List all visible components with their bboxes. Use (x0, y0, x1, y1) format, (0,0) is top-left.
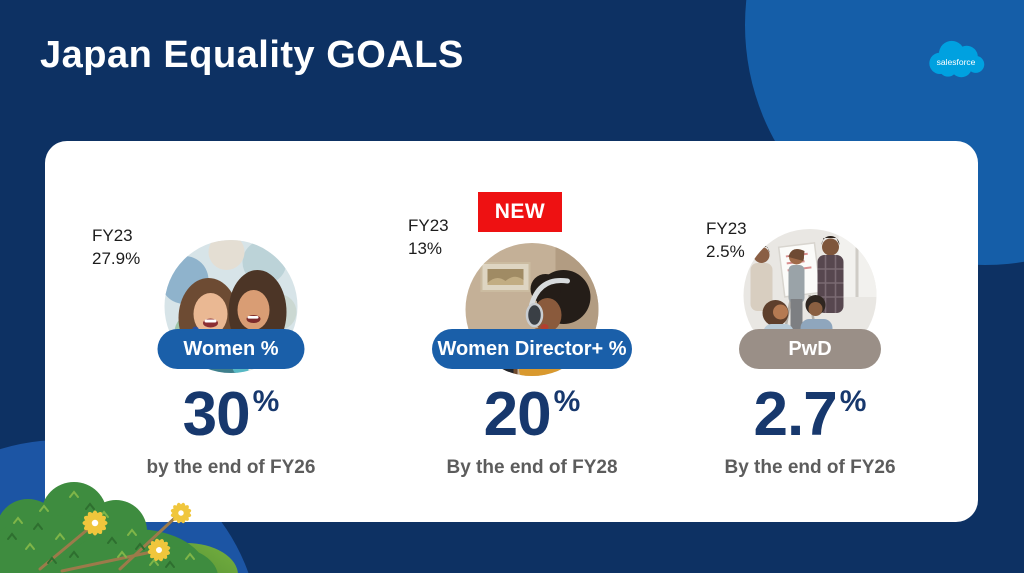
target-unit: % (252, 385, 280, 418)
target-caption: By the end of FY26 (724, 457, 896, 478)
target-number: 2.7 (753, 380, 838, 449)
women-director-pill: Women Director+ % (432, 329, 632, 369)
goal-column-pwd: FY23 2.5% (660, 141, 960, 522)
women-percent-pill: Women % (157, 329, 305, 369)
new-badge-label: NEW (494, 200, 546, 223)
target-unit: % (553, 385, 581, 418)
fy23-label: FY23 (92, 226, 133, 245)
target-number: 20 (483, 380, 552, 449)
salesforce-cloud-icon: salesforce (929, 40, 985, 78)
target-value: 20% (382, 379, 682, 450)
target-caption: By the end of FY28 (446, 457, 618, 478)
goal-column-women-director: NEW FY23 13% (382, 141, 682, 522)
pill-label: Women % (183, 337, 279, 360)
fy23-baseline-label: FY23 13% (408, 215, 449, 261)
page-title: Japan Equality GOALS (40, 34, 464, 76)
fy23-baseline-label: FY23 2.5% (706, 218, 747, 264)
pill-label: Women Director+ % (437, 337, 627, 360)
fy23-value: 13% (408, 238, 443, 258)
target-number: 30 (182, 380, 251, 449)
pill-label: PwD (788, 337, 832, 360)
fy23-baseline-label: FY23 27.9% (92, 225, 140, 271)
new-badge: NEW (478, 192, 562, 232)
pwd-pill: PwD (739, 329, 881, 369)
target-caption: by the end of FY26 (146, 457, 316, 478)
fy23-label: FY23 (408, 216, 449, 235)
fy23-value: 2.5% (706, 241, 745, 261)
target-value: 2.7% (660, 379, 960, 450)
goals-card: FY23 27.9% (45, 141, 978, 522)
fy23-label: FY23 (706, 219, 747, 238)
fy23-value: 27.9% (92, 248, 141, 268)
green-bushes-with-yellow-flowers-illustration (0, 482, 238, 573)
salesforce-logo-text: salesforce (937, 57, 976, 67)
goal-column-women: FY23 27.9% (81, 141, 381, 522)
target-value: 30% (81, 379, 381, 450)
target-unit: % (839, 385, 867, 418)
